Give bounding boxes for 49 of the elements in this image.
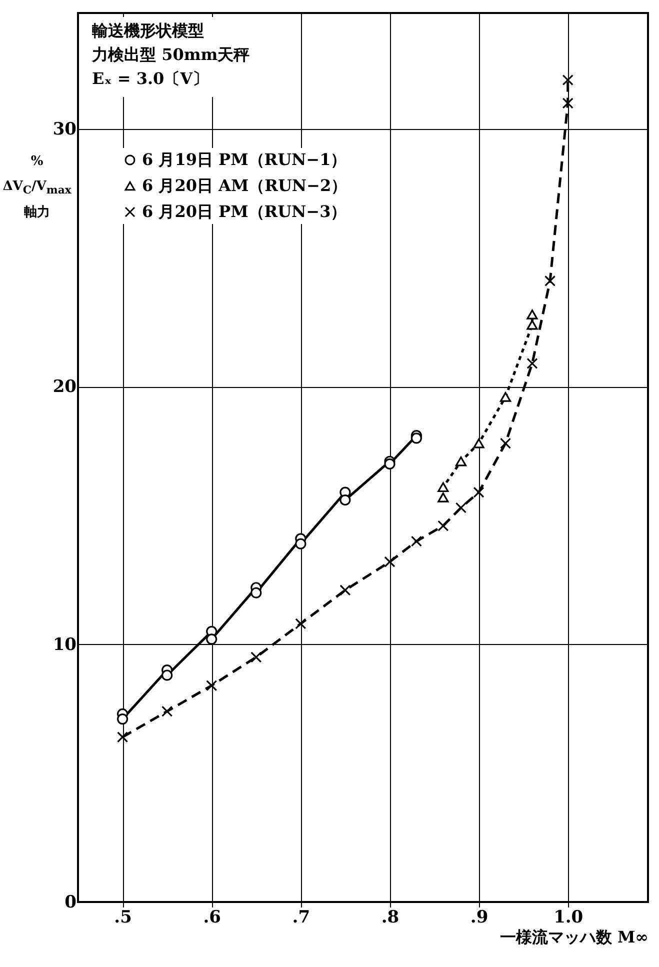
point [473,438,484,448]
legend-label: 6 月19日 PM（RUN−1） [142,150,347,169]
point [410,536,422,547]
annotation: 輸送機形状模型 [91,21,204,40]
x-tick-label: .5 [114,908,132,928]
x-tick-label: 1.0 [554,908,584,928]
point [162,706,173,717]
point [526,310,538,320]
point [500,392,512,402]
point [438,492,449,502]
point [116,732,128,743]
point [455,456,467,466]
x-tick-label: .8 [381,908,400,928]
point [500,438,512,449]
annotation: 力検出型 50mm天秤 [91,45,250,64]
point [526,320,538,330]
point [295,538,306,550]
y-axis-title: % ΔV$_{C}$/V$_{max}$ 軸力 [2,153,72,222]
x-tick-label: .6 [203,908,221,928]
point [340,584,351,596]
point [250,587,262,598]
point [526,358,538,369]
legend-label: 6 月20日 PM（RUN−3） [142,202,347,221]
point [455,502,467,514]
point [116,714,128,725]
point [384,556,396,568]
point [562,98,574,109]
annotation: Eₓ = 3.0〔V〕 [92,69,209,88]
point [544,275,556,287]
y-tick-label: 0 [64,892,77,912]
point [340,494,351,506]
point [206,634,218,645]
point [438,520,449,532]
y-tick-label: 30 [52,119,77,140]
point [473,486,484,498]
y-tick-label: 20 [52,377,77,398]
x-tick-label: .9 [470,908,488,928]
x-axis-title: 一様流マッハ数 M∞ [500,928,648,946]
point [250,652,262,663]
legend-label: 6 月20日 AM（RUN−2） [142,176,348,195]
point [438,482,449,492]
point [162,670,173,681]
point [562,74,574,86]
y-tick-label: 10 [52,634,77,655]
point [384,458,396,470]
point [295,618,306,630]
point [410,432,422,444]
x-tick-label: .7 [292,908,310,928]
point [206,680,218,692]
